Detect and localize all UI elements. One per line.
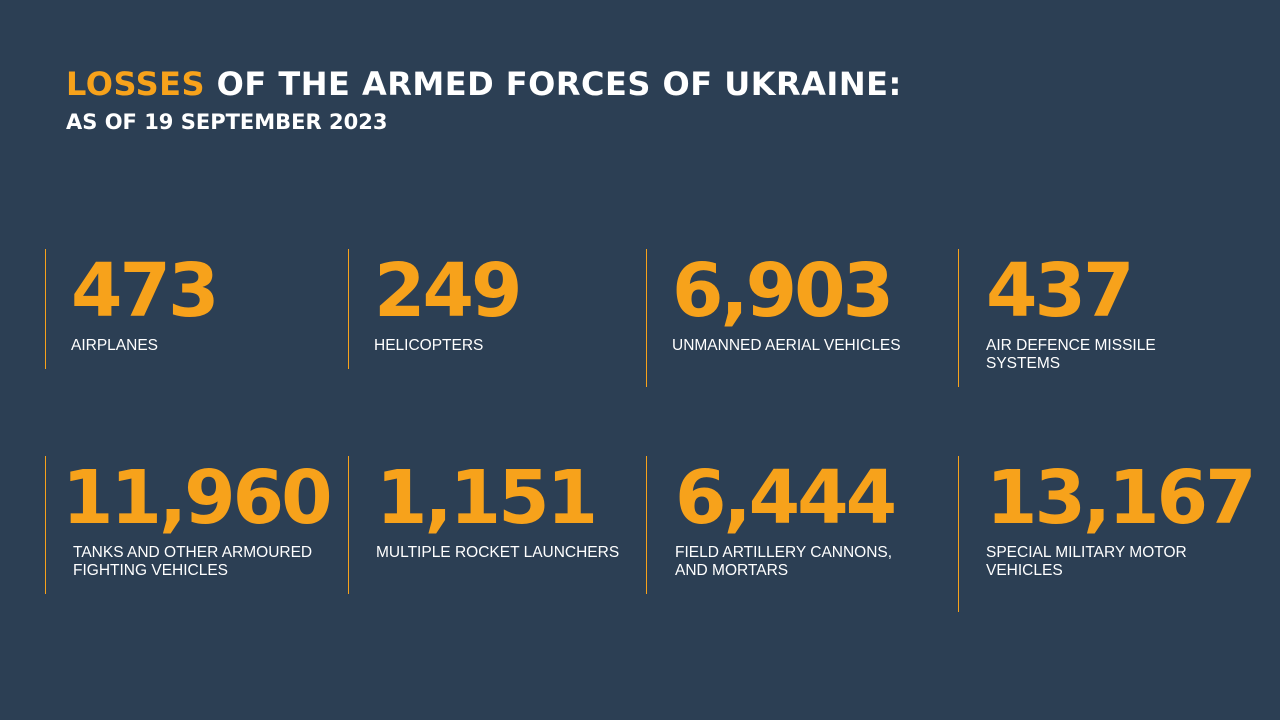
stat-label: FIELD ARTILLERY CANNONS, AND MORTARS bbox=[675, 544, 893, 579]
title-rest: OF THE ARMED FORCES OF UKRAINE: bbox=[205, 65, 902, 103]
stat-uav: 6,903 UNMANNED AERIAL VEHICLES bbox=[646, 249, 946, 387]
stat-value: 249 bbox=[374, 248, 522, 334]
stat-label: SPECIAL MILITARY MOTOR VEHICLES bbox=[986, 544, 1187, 579]
stat-label: AIR DEFENCE MISSILE SYSTEMS bbox=[986, 337, 1156, 372]
stat-airplanes: 473 AIRPLANES bbox=[45, 249, 335, 369]
stat-value: 1,151 bbox=[376, 455, 598, 541]
stat-label: AIRPLANES bbox=[71, 337, 159, 354]
page-subtitle: AS OF 19 SEPTEMBER 2023 bbox=[66, 110, 388, 134]
stat-value: 473 bbox=[71, 248, 219, 334]
stat-value: 13,167 bbox=[986, 455, 1257, 541]
stat-value: 6,444 bbox=[675, 455, 897, 541]
stat-label: UNMANNED AERIAL VEHICLES bbox=[672, 337, 901, 354]
stat-label: TANKS AND OTHER ARMOURED FIGHTING VEHICL… bbox=[73, 544, 313, 579]
stat-motor-vehicles: 13,167 SPECIAL MILITARY MOTOR VEHICLES bbox=[958, 455, 1257, 612]
stat-label: MULTIPLE ROCKET LAUNCHERS bbox=[376, 544, 620, 561]
page-title: LOSSES OF THE ARMED FORCES OF UKRAINE: bbox=[66, 64, 902, 104]
page-header: LOSSES OF THE ARMED FORCES OF UKRAINE: A… bbox=[66, 64, 902, 136]
stat-label: HELICOPTERS bbox=[374, 337, 484, 354]
stat-value: 11,960 bbox=[62, 455, 333, 541]
stat-value: 437 bbox=[986, 248, 1134, 334]
stat-helicopters: 249 HELICOPTERS bbox=[348, 249, 638, 369]
stat-value: 6,903 bbox=[672, 248, 894, 334]
stat-artillery: 6,444 FIELD ARTILLERY CANNONS, AND MORTA… bbox=[646, 456, 946, 594]
stat-air-defence: 437 AIR DEFENCE MISSILE SYSTEMS bbox=[958, 249, 1248, 387]
stat-tanks: 11,960 TANKS AND OTHER ARMOURED FIGHTING… bbox=[45, 456, 345, 594]
stat-mlrs: 1,151 MULTIPLE ROCKET LAUNCHERS bbox=[348, 456, 644, 594]
title-accent: LOSSES bbox=[66, 65, 206, 103]
